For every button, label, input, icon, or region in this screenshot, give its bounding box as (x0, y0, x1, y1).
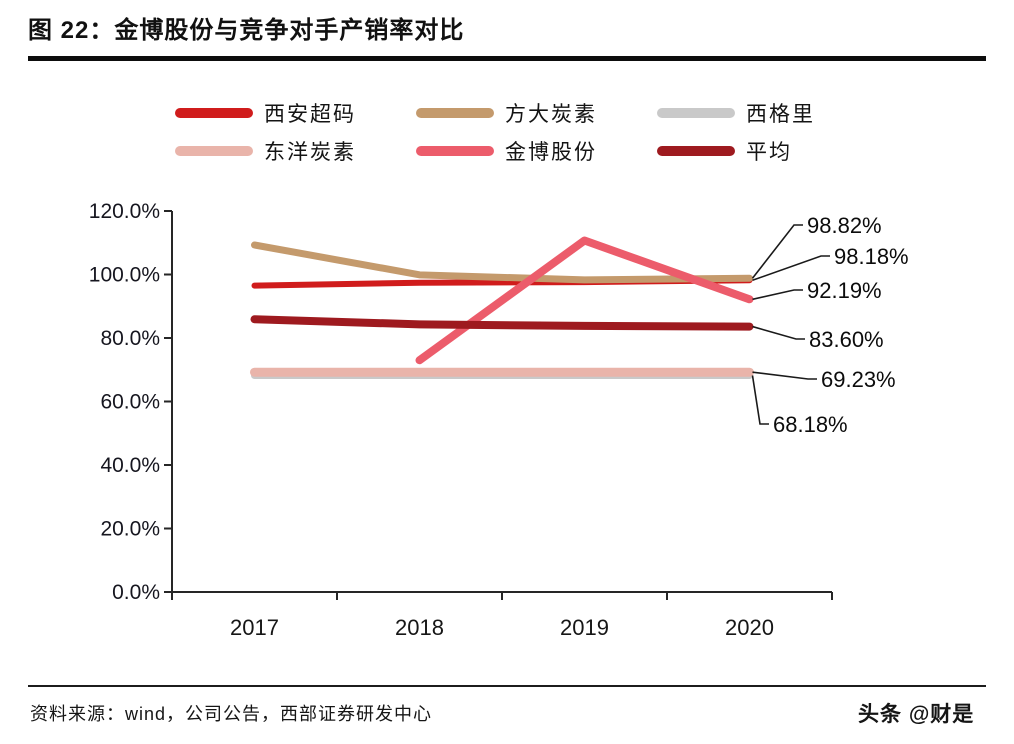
title-divider (28, 56, 986, 61)
end-data-label-4: 92.19% (807, 278, 882, 303)
y-tick-label: 60.0% (100, 391, 160, 414)
legend-label: 西安超码 (264, 103, 356, 126)
watermark-toutiao: 头条 @财是 (858, 703, 975, 726)
y-tick-label: 0.0% (112, 581, 160, 604)
legend-swatch-icon (416, 108, 494, 118)
leader-line-3 (752, 371, 817, 380)
series-line-4 (415, 236, 754, 365)
legend-swatch-icon (657, 146, 735, 156)
legend-item-0: 西安超码 (175, 101, 416, 126)
end-data-label-5: 83.60% (809, 327, 884, 352)
figure-title: 图 22：金博股份与竞争对手产销率对比 (28, 17, 465, 44)
x-tick-label: 2020 (725, 615, 774, 640)
y-tick-label: 40.0% (100, 454, 160, 477)
end-data-label-1: 98.82% (807, 213, 882, 238)
series-line-1 (251, 241, 753, 284)
chart-legend: 西安超码 方大炭素 西格里东洋炭素 金博股份 平均 (175, 101, 898, 164)
end-data-label-0: 98.18% (834, 244, 909, 269)
legend-item-1: 方大炭素 (416, 101, 657, 126)
footer-divider (28, 685, 986, 687)
x-tick-label: 2019 (560, 615, 609, 640)
legend-label: 东洋炭素 (264, 141, 356, 164)
x-tick-label: 2017 (230, 615, 279, 640)
legend-swatch-icon (175, 146, 253, 156)
legend-item-2: 西格里 (657, 101, 898, 126)
end-data-label-2: 68.18% (773, 412, 848, 437)
legend-label: 西格里 (746, 103, 815, 126)
y-tick-label: 80.0% (100, 327, 160, 350)
x-tick-label: 2018 (395, 615, 444, 640)
leader-line-0 (752, 255, 830, 282)
leader-line-4 (752, 289, 803, 301)
legend-swatch-icon (657, 108, 735, 118)
series-line-5 (250, 315, 754, 331)
legend-item-4: 金博股份 (416, 139, 657, 164)
y-tick-label: 20.0% (100, 518, 160, 541)
legend-item-3: 东洋炭素 (175, 139, 416, 164)
leader-line-2 (751, 375, 769, 425)
legend-label: 金博股份 (505, 141, 597, 164)
leader-line-1 (751, 224, 803, 279)
legend-swatch-icon (175, 108, 253, 118)
end-data-label-3: 69.23% (821, 367, 896, 392)
legend-label: 方大炭素 (505, 103, 597, 126)
legend-label: 平均 (746, 141, 792, 164)
legend-swatch-icon (416, 146, 494, 156)
leader-line-5 (752, 325, 805, 340)
legend-item-5: 平均 (657, 139, 898, 164)
source-note: 资料来源：wind，公司公告，西部证券研发中心 (30, 704, 433, 724)
y-tick-label: 100.0% (89, 264, 160, 287)
y-tick-label: 120.0% (89, 200, 160, 223)
